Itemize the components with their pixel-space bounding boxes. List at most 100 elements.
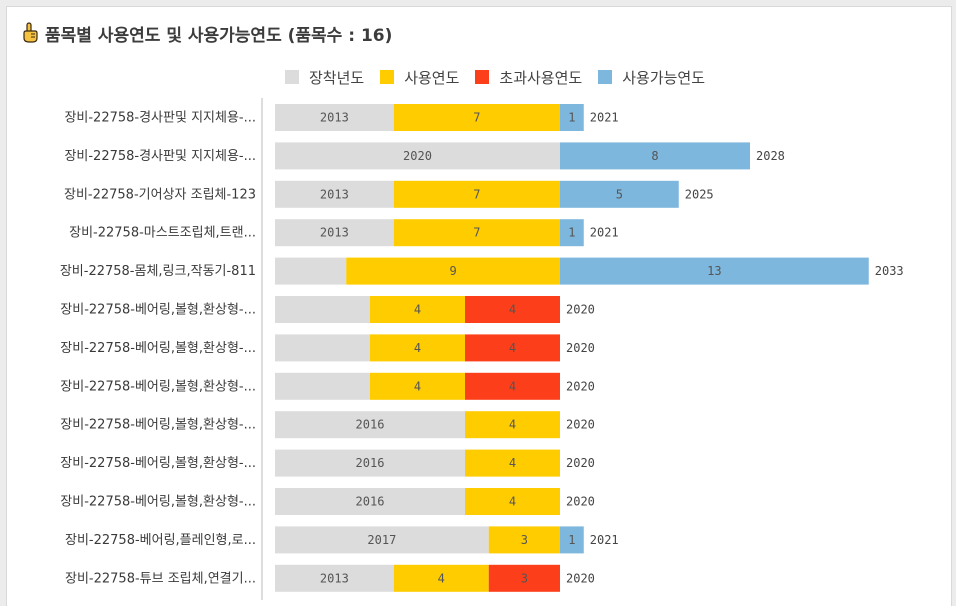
bar-segment-avail (560, 257, 869, 285)
legend-item-avail[interactable]: 사용가능연도 (598, 67, 705, 88)
bar-segment-over (488, 564, 560, 592)
category-label: 장비-22758-기어상자 조립체-123 (64, 187, 256, 202)
bar-label-install: 2016 (356, 456, 385, 470)
bar-label-use: 7 (473, 187, 480, 201)
bar-end-label: 2020 (566, 571, 595, 585)
category-label: 장비-22758-마스트조립체,트랜... (69, 226, 256, 241)
legend-swatch-install (285, 70, 299, 84)
bar-segment-install (275, 257, 347, 285)
bar-segment-install (275, 564, 394, 592)
bar-segment-use (465, 449, 560, 477)
bar-label-use: 4 (509, 456, 516, 470)
bar-label-use: 7 (473, 111, 480, 125)
bar-end-label: 2020 (566, 495, 595, 509)
bar-end-label: 2028 (756, 149, 785, 163)
category-label: 장비-22758-경사판및 지지체용-... (64, 149, 256, 164)
bar-segment-install (275, 180, 394, 208)
bar-label-install: 2016 (356, 418, 385, 432)
bar-segment-install (275, 411, 465, 439)
bar-segment-use (370, 372, 465, 400)
bar-end-label: 2033 (875, 264, 904, 278)
bar-end-label: 2020 (566, 456, 595, 470)
chart-title: 품목별 사용연도 및 사용가능연도 (품목수 : 16) (21, 21, 393, 46)
bar-label-use: 4 (414, 341, 421, 355)
legend-label-over: 초과사용연도 (499, 68, 583, 87)
bar-segment-over (465, 334, 560, 362)
bar-segment-install (275, 334, 370, 362)
bar-label-use: 4 (509, 495, 516, 509)
chart-legend: 장착년도 사용연도 초과사용연도 사용가능연도 (285, 67, 721, 87)
bar-label-install: 2013 (320, 571, 349, 585)
bar-segment-use (370, 334, 465, 362)
category-label: 장비-22758-튜브 조립체,연결기... (65, 571, 256, 586)
bar-segment-avail (560, 219, 584, 247)
category-label: 장비-22758-베어링,볼형,환상형-... (60, 418, 256, 433)
legend-item-install[interactable]: 장착년도 (285, 67, 364, 88)
bar-segment-use (465, 411, 560, 439)
bar-label-use: 4 (509, 418, 516, 432)
bar-segment-use (393, 104, 560, 131)
bar-label-avail: 1 (568, 111, 575, 125)
bar-segment-avail (560, 142, 750, 170)
bar-segment-avail (560, 526, 584, 554)
bar-label-install: 2013 (320, 187, 349, 201)
category-label: 장비-22758-베어링,볼형,환상형-... (60, 456, 256, 471)
legend-item-use[interactable]: 사용연도 (380, 67, 459, 88)
bar-label-avail: 13 (707, 264, 721, 278)
bar-end-label: 2021 (590, 111, 619, 125)
category-label: 장비-22758-경사판및 지지체용-... (64, 111, 256, 126)
category-label: 장비-22758-베어링,볼형,환상형-... (60, 379, 256, 394)
legend-item-over[interactable]: 초과사용연도 (475, 67, 582, 88)
bar-end-label: 2025 (685, 187, 714, 201)
chart-title-text: 품목별 사용연도 및 사용가능연도 (품목수 : 16) (45, 25, 393, 46)
bar-label-install: 2017 (367, 533, 396, 547)
legend-swatch-over (475, 70, 490, 84)
bar-label-avail: 1 (568, 226, 575, 240)
bar-end-label: 2021 (590, 533, 619, 547)
bar-segment-install (275, 449, 465, 477)
category-label: 장비-22758-몸체,링크,작동기-811 (60, 264, 256, 279)
bar-label-install: 2016 (356, 495, 385, 509)
bar-segment-over (465, 372, 560, 400)
category-label: 장비-22758-베어링,볼형,환상형-... (60, 495, 256, 510)
bar-segment-use (393, 564, 489, 592)
bar-segment-avail (560, 104, 584, 131)
bar-segment-install (275, 526, 489, 554)
bar-segment-use (393, 219, 560, 247)
bar-segment-install (275, 104, 394, 131)
bar-segment-use (465, 488, 560, 515)
legend-swatch-use (380, 70, 395, 84)
bar-label-over: 4 (509, 303, 516, 317)
bar-label-install: 2013 (320, 226, 349, 240)
bar-label-over: 4 (509, 379, 516, 393)
bar-segment-install (275, 296, 370, 323)
bar-label-avail: 1 (568, 533, 575, 547)
bar-segment-install (275, 219, 394, 247)
pointing-hand-icon (21, 22, 39, 44)
bar-label-over: 3 (521, 571, 528, 585)
bar-end-label: 2020 (566, 341, 595, 355)
bar-label-avail: 8 (651, 149, 658, 163)
bar-end-label: 2020 (566, 418, 595, 432)
category-label: 장비-22758-베어링,볼형,환상형-... (60, 303, 256, 318)
category-label: 장비-22758-베어링,볼형,환상형-... (60, 341, 256, 356)
bar-segment-over (465, 296, 560, 323)
bar-segment-install (275, 142, 560, 170)
legend-swatch-avail (598, 70, 613, 84)
bar-label-use: 4 (438, 571, 445, 585)
bar-label-install: 2020 (403, 149, 432, 163)
legend-label-install: 장착년도 (309, 68, 365, 87)
bar-label-use: 3 (521, 533, 528, 547)
bar-label-over: 4 (509, 341, 516, 355)
bar-segment-use (488, 526, 560, 554)
legend-label-use: 사용연도 (404, 68, 460, 87)
bar-end-label: 2020 (566, 379, 595, 393)
bar-segment-use (393, 180, 560, 208)
bar-label-avail: 5 (616, 187, 623, 201)
bar-segment-install (275, 488, 465, 515)
bar-label-use: 7 (473, 226, 480, 240)
bar-end-label: 2020 (566, 303, 595, 317)
bar-label-install: 2013 (320, 111, 349, 125)
legend-label-avail: 사용가능연도 (622, 68, 706, 87)
